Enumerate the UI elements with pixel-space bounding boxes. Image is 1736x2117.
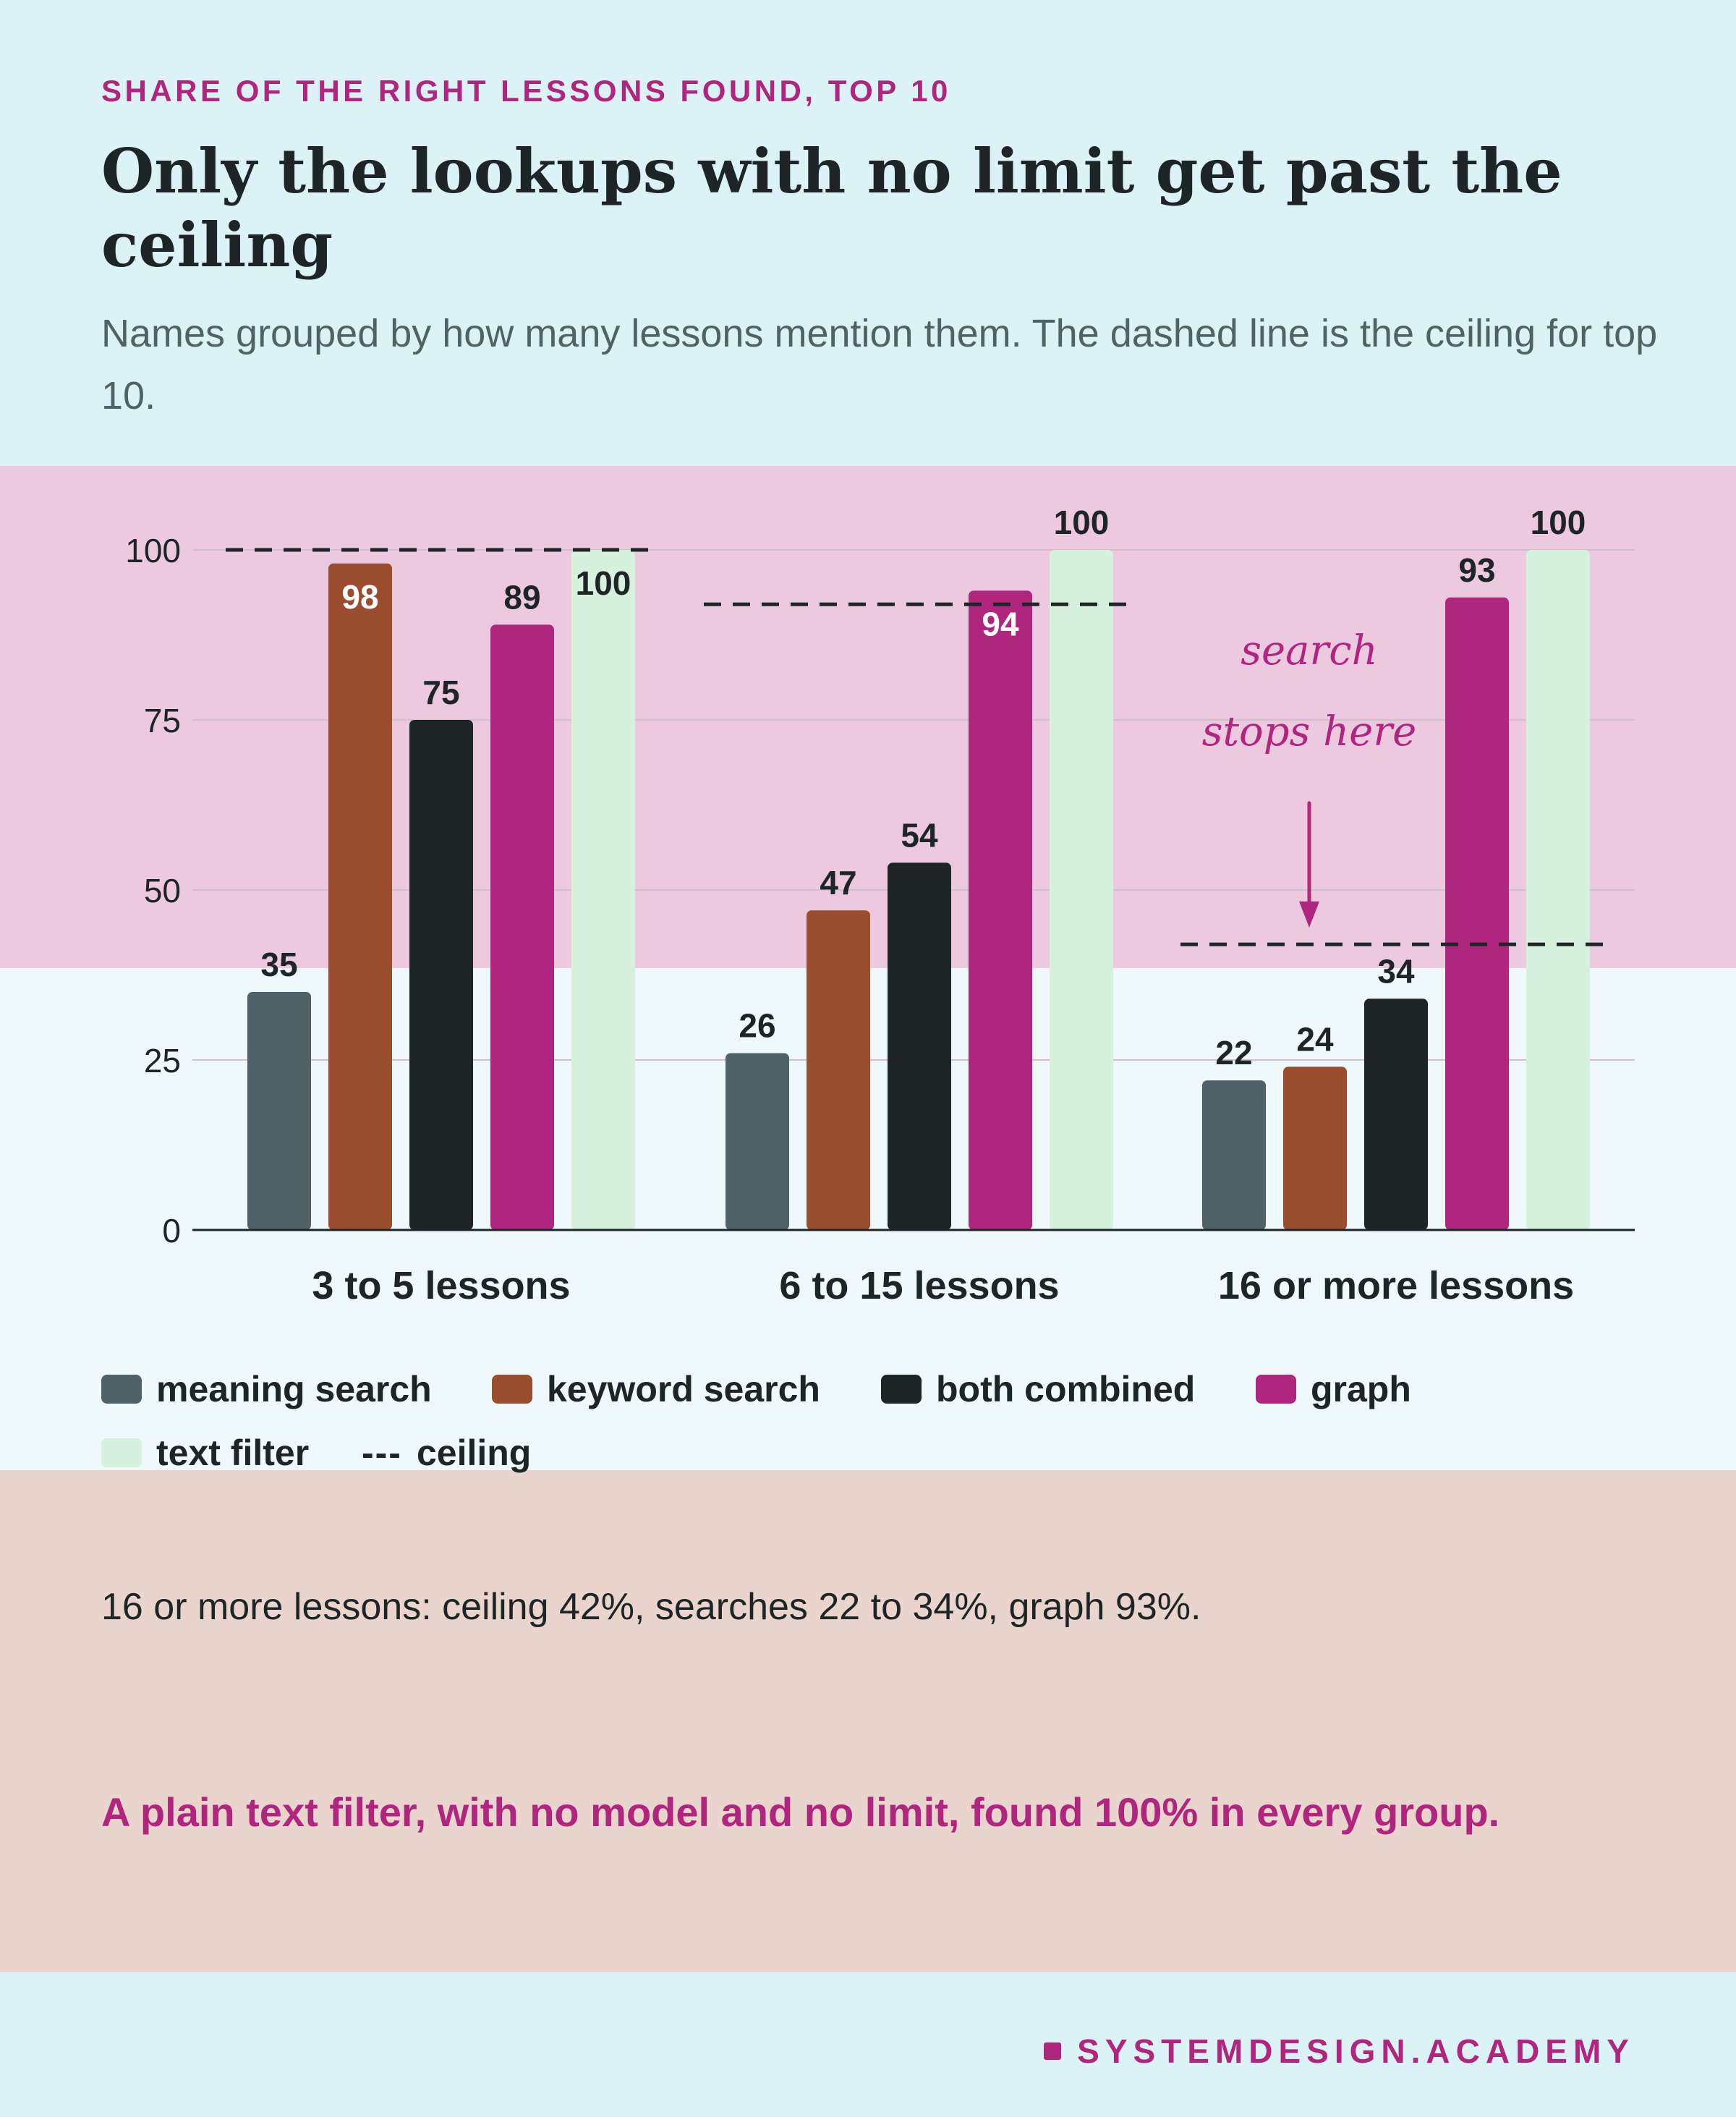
annotation-text-1: search xyxy=(1241,627,1377,674)
bar-keyword-search-1 xyxy=(328,563,392,1230)
bar-graph-3 xyxy=(1445,597,1509,1230)
value-label-keyword-search-3: 24 xyxy=(1296,1020,1334,1058)
bar-meaning-search-1 xyxy=(247,992,311,1230)
legend-item-ceiling: --- ceiling xyxy=(362,1431,531,1475)
legend-item-both-combined: both combined xyxy=(881,1367,1195,1411)
value-label-both-combined-1: 75 xyxy=(422,674,459,711)
brand-footer: SYSTEMDESIGN.ACADEMY xyxy=(1044,2032,1635,2071)
category-label-1: 3 to 5 lessons xyxy=(312,1264,570,1307)
legend-swatch xyxy=(881,1375,922,1404)
brand-square-icon xyxy=(1044,2042,1062,2060)
legend-swatch xyxy=(492,1375,532,1404)
summary-note: 16 or more lessons: ceiling 42%, searche… xyxy=(101,1586,1201,1628)
bar-chart: 0 25 50 75 100 35 26 22 98 47 24 75 54 34 89 94 93 100 100… xyxy=(125,504,1635,1307)
bar-meaning-search-3 xyxy=(1202,1080,1266,1230)
value-label-graph-3: 93 xyxy=(1458,551,1495,589)
bar-both-combined-1 xyxy=(409,720,473,1230)
legend-item-keyword-search: keyword search xyxy=(492,1367,820,1411)
y-tick-label-25: 25 xyxy=(144,1042,181,1079)
annotation-text-2: stops here xyxy=(1202,708,1416,755)
legend-label: text filter xyxy=(156,1433,310,1473)
value-label-text-filter-3: 100 xyxy=(1531,504,1586,541)
legend-label: both combined xyxy=(936,1369,1196,1409)
annotation-arrow-head xyxy=(1299,901,1319,928)
y-tick-label-75: 75 xyxy=(144,702,181,739)
y-tick-label-0: 0 xyxy=(162,1212,181,1250)
value-label-meaning-search-2: 26 xyxy=(739,1007,775,1045)
brand-label: SYSTEMDESIGN.ACADEMY xyxy=(1077,2032,1635,2070)
legend-swatch xyxy=(101,1438,142,1467)
legend-label: ceiling xyxy=(416,1433,532,1473)
value-label-graph-2: 94 xyxy=(982,605,1019,642)
value-label-both-combined-3: 34 xyxy=(1377,952,1415,990)
bar-keyword-search-3 xyxy=(1283,1066,1347,1230)
legend-item-text-filter: text filter xyxy=(101,1431,309,1475)
legend-item-graph: graph xyxy=(1256,1367,1411,1411)
y-tick-label-100: 100 xyxy=(125,532,181,569)
bar-text-filter-3 xyxy=(1526,550,1590,1230)
page-subtitle: Names grouped by how many lessons mentio… xyxy=(101,312,1658,417)
bar-text-filter-1 xyxy=(571,550,635,1230)
legend-label: keyword search xyxy=(547,1369,820,1409)
notes-background xyxy=(0,1470,1736,1972)
bar-graph-2 xyxy=(969,590,1032,1230)
y-tick-label-50: 50 xyxy=(144,872,181,909)
category-label-2: 6 to 15 lessons xyxy=(779,1264,1059,1307)
value-label-keyword-search-2: 47 xyxy=(820,864,856,901)
legend-dash-icon: --- xyxy=(362,1433,402,1473)
legend-label: meaning search xyxy=(156,1369,432,1409)
value-label-text-filter-1: 100 xyxy=(576,564,631,602)
footer-background xyxy=(0,1972,1736,2117)
value-label-graph-1: 89 xyxy=(503,578,540,616)
value-label-meaning-search-3: 22 xyxy=(1215,1034,1252,1072)
legend-swatch xyxy=(101,1375,142,1404)
value-label-text-filter-2: 100 xyxy=(1054,504,1110,541)
key-takeaway: A plain text filter, with no model and n… xyxy=(101,1789,1500,1835)
page-title: Only the lookups with no limit get past … xyxy=(101,135,1562,281)
legend-label: graph xyxy=(1311,1369,1411,1409)
bar-meaning-search-2 xyxy=(726,1053,789,1230)
bar-text-filter-2 xyxy=(1050,550,1113,1230)
bar-both-combined-3 xyxy=(1364,998,1428,1230)
value-label-keyword-search-1: 98 xyxy=(341,578,378,616)
value-label-meaning-search-1: 35 xyxy=(260,946,297,983)
value-label-both-combined-2: 54 xyxy=(901,816,938,854)
eyebrow-label: SHARE OF THE RIGHT LESSONS FOUND, TOP 10 xyxy=(101,74,951,108)
legend-swatch xyxy=(1256,1375,1296,1404)
bar-keyword-search-2 xyxy=(807,910,870,1230)
legend-item-meaning-search: meaning search xyxy=(101,1367,432,1411)
bar-graph-1 xyxy=(490,624,554,1230)
header-background xyxy=(0,0,1736,466)
bar-both-combined-2 xyxy=(888,862,951,1230)
category-label-3: 16 or more lessons xyxy=(1218,1264,1574,1307)
